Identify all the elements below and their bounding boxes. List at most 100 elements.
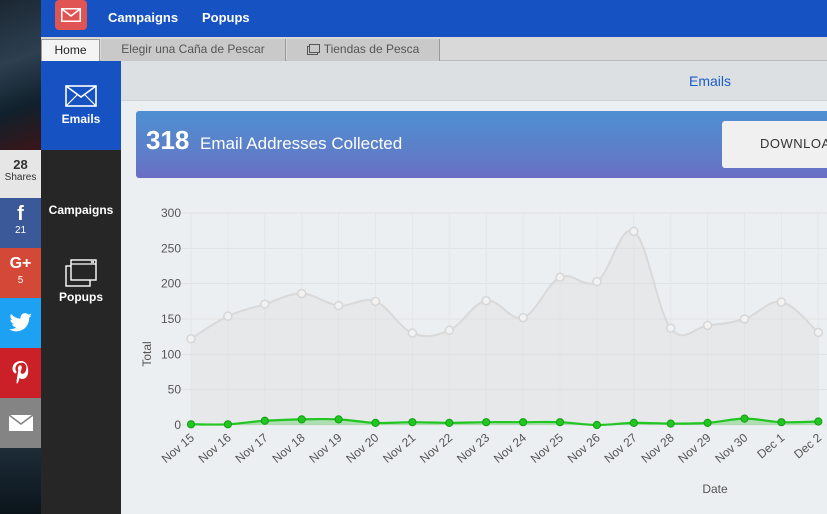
section-header: Emails	[121, 61, 827, 101]
chart-y-axis: 0 50 100 150 200 250 300	[161, 206, 181, 432]
tab-elegir-cana[interactable]: Elegir una Caña de Pescar	[101, 39, 286, 61]
x-tick-label: Nov 28	[638, 430, 676, 465]
data-point	[519, 418, 528, 427]
data-point	[297, 415, 306, 424]
data-point	[186, 420, 196, 429]
x-tick-label: Nov 19	[306, 430, 344, 465]
googleplus-icon: G+	[9, 255, 32, 272]
download-button[interactable]: DOWNLOA	[722, 121, 827, 168]
stats-banner: 318 Email Addresses Collected DOWNLOA	[136, 111, 827, 178]
x-tick-label: Nov 15	[159, 430, 197, 465]
background-photo-bottom	[0, 448, 41, 514]
tab-home[interactable]: Home	[41, 39, 100, 61]
y-tick-label: 200	[161, 277, 181, 291]
sidebar: Emails Campaigns Popups	[41, 61, 121, 514]
email-share-button[interactable]	[0, 398, 41, 448]
x-tick-label: Nov 23	[454, 430, 492, 465]
x-tick-label: Nov 16	[196, 430, 234, 465]
x-tick-label: Dec 2	[791, 430, 824, 461]
facebook-share-count: 21	[14, 225, 27, 236]
data-point	[333, 300, 344, 311]
data-point	[370, 296, 381, 307]
googleplus-share-count: 5	[17, 275, 24, 286]
data-point	[555, 272, 565, 283]
x-tick-label: Nov 29	[675, 430, 713, 465]
sidebar-item-popups[interactable]: Popups	[41, 259, 121, 304]
x-tick-label: Nov 27	[602, 430, 640, 465]
y-tick-label: 50	[168, 383, 182, 397]
app-logo[interactable]	[55, 0, 87, 30]
x-tick-label: Nov 30	[712, 430, 750, 465]
data-point	[666, 419, 675, 428]
data-point	[739, 314, 750, 324]
nav-popups[interactable]: Popups	[202, 10, 250, 25]
share-total-count: 28	[13, 157, 28, 172]
x-tick-label: Nov 22	[417, 430, 455, 465]
data-point	[408, 418, 417, 427]
twitter-share-button[interactable]	[0, 298, 41, 348]
x-tick-label: Nov 24	[491, 430, 529, 465]
data-point	[665, 323, 676, 333]
data-point	[702, 320, 713, 331]
data-point	[703, 418, 712, 427]
y-tick-label: 300	[161, 206, 181, 220]
y-tick-label: 0	[174, 418, 181, 432]
facebook-share-button[interactable]: f 21	[0, 198, 41, 248]
tab-tiendas-label: Tiendas de Pesca	[323, 42, 420, 56]
pinterest-icon	[12, 361, 28, 384]
sidebar-item-campaigns[interactable]: Campaigns	[41, 203, 121, 217]
x-tick-label: Dec 1	[754, 430, 787, 461]
top-navigation-bar: Campaigns Popups	[41, 0, 827, 37]
data-point	[813, 327, 824, 338]
data-point	[186, 334, 196, 344]
envelope-icon	[65, 85, 97, 107]
y-axis-label: Total	[140, 341, 154, 366]
x-tick-label: Nov 18	[269, 430, 307, 465]
nav-campaigns[interactable]: Campaigns	[108, 10, 179, 25]
background-photo	[0, 0, 41, 150]
data-point	[555, 418, 565, 427]
tab-tiendas-de-pesca[interactable]: Tiendas de Pesca	[287, 39, 440, 61]
share-total: 28 Shares	[0, 150, 41, 198]
page-tab-bar: Home Elegir una Caña de Pescar Tiendas d…	[41, 37, 827, 61]
pinterest-share-button[interactable]	[0, 348, 41, 398]
popup-window-icon	[65, 259, 97, 287]
data-point	[260, 299, 270, 309]
email-count-label: Email Addresses Collected	[200, 134, 403, 153]
data-point	[740, 414, 749, 423]
data-point	[518, 312, 528, 323]
social-share-bar: 28 Shares f 21 G+ 5	[0, 0, 41, 514]
data-point	[814, 417, 823, 426]
sidebar-item-popups-label: Popups	[59, 290, 103, 304]
sidebar-item-emails[interactable]: Emails	[41, 61, 121, 150]
x-axis-label: Date	[702, 482, 728, 496]
data-point	[445, 418, 454, 427]
x-tick-label: Nov 21	[380, 430, 418, 465]
chart-series	[186, 226, 824, 430]
email-count: 318	[146, 125, 190, 155]
mail-logo-icon	[61, 8, 81, 22]
sidebar-item-emails-label: Emails	[61, 112, 101, 126]
x-tick-label: Nov 17	[233, 430, 271, 465]
data-point	[629, 226, 639, 237]
data-point	[407, 328, 418, 338]
x-tick-label: Nov 26	[565, 430, 603, 465]
data-point	[444, 325, 455, 336]
section-title: Emails	[689, 73, 732, 89]
data-point	[334, 415, 343, 424]
envelope-icon	[8, 414, 33, 431]
x-tick-label: Nov 25	[528, 430, 566, 465]
y-tick-label: 150	[161, 312, 181, 326]
data-point	[592, 276, 602, 287]
series-area	[191, 230, 819, 425]
googleplus-share-button[interactable]: G+ 5	[0, 248, 41, 298]
share-total-label: Shares	[4, 172, 37, 183]
sidebar-item-campaigns-label: Campaigns	[48, 203, 114, 217]
main-content: Emails 318 Email Addresses Collected DOW…	[121, 61, 827, 514]
data-point	[260, 416, 269, 425]
data-point	[776, 297, 787, 307]
y-tick-label: 100	[161, 347, 181, 361]
data-point	[777, 418, 786, 427]
